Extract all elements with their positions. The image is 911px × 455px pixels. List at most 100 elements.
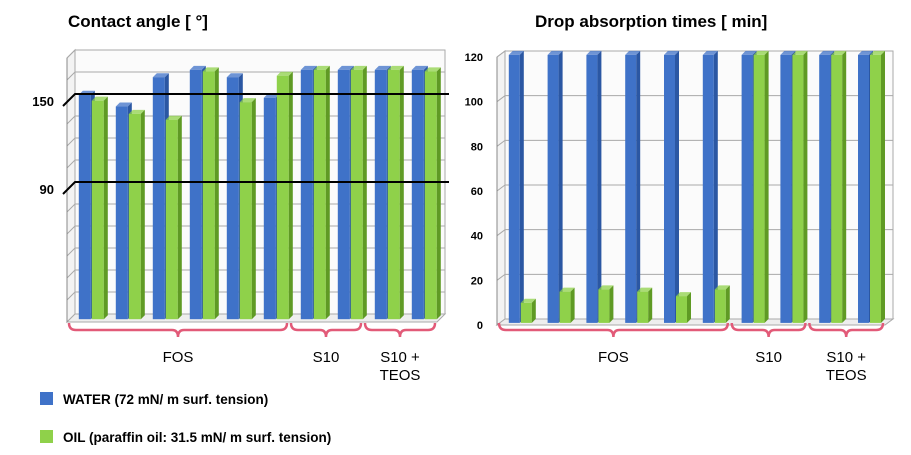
- oil-bar-top: [91, 96, 108, 101]
- oil-bar-top: [313, 65, 330, 70]
- water-bar: [337, 69, 350, 320]
- water-bar: [664, 54, 675, 323]
- right-chart-title: Drop absorption times [ min]: [535, 12, 767, 31]
- oil-bar-top: [387, 65, 404, 70]
- group-label: FOS: [163, 349, 194, 366]
- water-bar-top: [508, 50, 524, 55]
- y-tick-label: 150: [32, 94, 54, 109]
- oil-bar-top: [350, 65, 367, 70]
- water-bar-top: [702, 50, 718, 55]
- water-bar-top: [780, 50, 796, 55]
- water-bar: [411, 69, 424, 320]
- oil-bar-top: [637, 287, 653, 292]
- oil-bar-side: [177, 115, 182, 320]
- y-tick-label: 20: [471, 275, 483, 287]
- oil-bar-side: [648, 287, 653, 323]
- oil-swatch: [40, 430, 53, 443]
- oil-bar-top: [792, 50, 808, 55]
- water-bar-top: [664, 50, 679, 55]
- oil-bar: [350, 69, 363, 320]
- oil-bar-side: [436, 67, 441, 320]
- group-bracket: [497, 322, 730, 338]
- water-bar: [263, 97, 276, 320]
- water-bar: [78, 94, 91, 320]
- legend-oil-label: OIL (paraffin oil: 31.5 mN/ m surf. tens…: [63, 430, 332, 445]
- threshold-line: [62, 93, 449, 107]
- oil-bar: [637, 291, 649, 323]
- water-bar: [586, 54, 598, 323]
- oil-bar-top: [598, 285, 614, 290]
- water-bar-top: [152, 73, 169, 78]
- oil-bar-side: [803, 50, 808, 323]
- water-bar-top: [226, 73, 243, 78]
- water-bar: [625, 54, 637, 323]
- water-bar: [115, 106, 128, 320]
- oil-bar-top: [202, 67, 219, 72]
- oil-bar-top: [676, 292, 691, 297]
- oil-bar: [520, 302, 532, 323]
- oil-bar-side: [251, 98, 256, 320]
- group-label: S10 + TEOS: [826, 349, 867, 384]
- legend-water-label: WATER (72 mN/ m surf. tension): [63, 392, 269, 407]
- y-tick-label: 90: [40, 182, 54, 197]
- oil-bar: [313, 69, 326, 320]
- water-bar-side: [519, 50, 524, 323]
- group-bracket: [730, 322, 807, 338]
- oil-bar-top: [831, 50, 847, 55]
- oil-bar: [128, 113, 141, 320]
- y-tick-label: 80: [471, 141, 483, 153]
- contact-angle-chart: 150 90 FOS S10 S10 + TEOS: [32, 48, 449, 384]
- oil-bar-side: [103, 96, 108, 320]
- threshold-line: [62, 181, 449, 195]
- water-bar: [702, 54, 714, 323]
- y-tick-label: 120: [465, 52, 483, 64]
- water-bar-top: [741, 50, 757, 55]
- water-bar: [547, 54, 559, 323]
- oil-bar: [165, 119, 178, 320]
- water-bar: [152, 77, 165, 320]
- gridline: [66, 49, 445, 59]
- oil-bar: [202, 71, 215, 320]
- oil-bar-top: [165, 115, 182, 120]
- group-bracket: [808, 322, 885, 338]
- oil-bar: [559, 291, 571, 323]
- water-bar-side: [713, 50, 718, 323]
- y-tick-label: 60: [471, 186, 483, 198]
- water-bar: [780, 54, 792, 323]
- oil-bar: [91, 100, 104, 320]
- oil-bar: [598, 289, 610, 323]
- group-bracket: [67, 322, 289, 338]
- oil-bar-side: [140, 109, 145, 320]
- left-chart-title: Contact angle [ °]: [68, 12, 208, 31]
- oil-bar-side: [570, 287, 575, 323]
- water-bar-top: [411, 65, 428, 70]
- oil-bar: [676, 296, 687, 323]
- oil-bar-top: [239, 98, 256, 103]
- group-label: S10: [755, 349, 782, 366]
- water-bar: [819, 54, 831, 323]
- oil-bar: [239, 102, 252, 320]
- group-bracket: [363, 322, 437, 338]
- oil-bar-top: [520, 298, 536, 303]
- oil-bar-top: [753, 50, 769, 55]
- group-label: S10: [313, 349, 340, 366]
- oil-bar-side: [288, 71, 293, 320]
- oil-bar-side: [764, 50, 769, 323]
- oil-bar-top: [714, 285, 730, 290]
- y-tick-label: 100: [465, 97, 483, 109]
- water-bar: [189, 69, 202, 320]
- water-bar-top: [586, 50, 602, 55]
- oil-bar-top: [128, 109, 145, 114]
- oil-bar: [714, 289, 726, 323]
- absorption-time-chart: 0 20 40 60 80 100 120 FOS S10 S10 + TEOS: [465, 50, 895, 384]
- y-tick-label: 0: [477, 320, 483, 332]
- oil-bar-side: [399, 65, 404, 320]
- water-bar-side: [636, 50, 641, 323]
- water-bar-top: [115, 102, 132, 107]
- oil-bar: [753, 54, 765, 323]
- oil-bar: [870, 54, 881, 323]
- oil-bar-side: [531, 298, 536, 323]
- oil-bar: [387, 69, 400, 320]
- oil-bar: [792, 54, 804, 323]
